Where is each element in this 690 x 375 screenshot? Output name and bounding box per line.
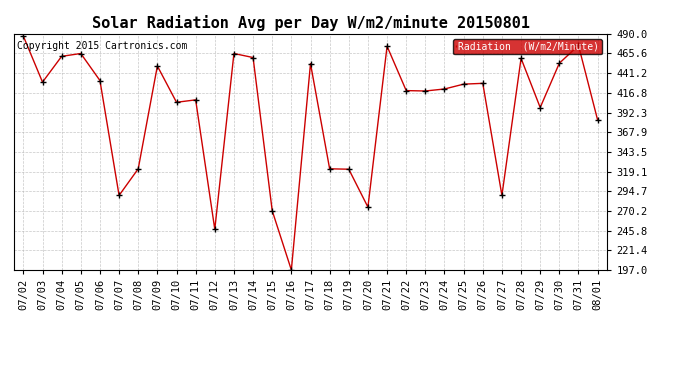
Text: Copyright 2015 Cartronics.com: Copyright 2015 Cartronics.com xyxy=(17,41,187,51)
Title: Solar Radiation Avg per Day W/m2/minute 20150801: Solar Radiation Avg per Day W/m2/minute … xyxy=(92,15,529,31)
Legend: Radiation  (W/m2/Minute): Radiation (W/m2/Minute) xyxy=(453,39,602,54)
